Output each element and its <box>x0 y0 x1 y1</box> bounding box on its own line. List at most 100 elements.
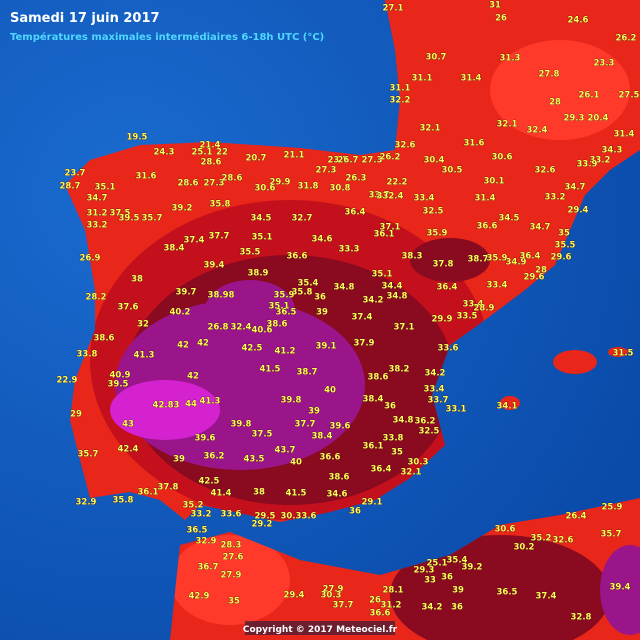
station-temperature: 34.6 <box>327 490 348 500</box>
station-temperature: 31.2 <box>381 601 402 611</box>
station-temperature: 33.3 <box>339 245 360 255</box>
station-labels: 27.1 31 26 24.6 26.2 30.7 31.3 23.3 27.8 31.1 31.4… <box>56 0 640 623</box>
station-temperature: 39.7 <box>176 288 197 298</box>
station-temperature: 28.9 <box>474 304 495 314</box>
station-temperature: 26.4 <box>566 512 587 522</box>
station-temperature: 36.4 <box>437 283 458 293</box>
station-temperature: 38.6 <box>368 373 389 383</box>
station-temperature: 32.7 <box>292 214 313 224</box>
station-temperature: 42.4 <box>118 445 139 455</box>
map-subtitle: Températures maximales intermédiaires 6-… <box>10 31 324 43</box>
station-temperature: 27.9 <box>221 571 242 581</box>
station-temperature: 36.2 <box>415 417 436 427</box>
station-temperature: 26.2 <box>616 34 637 44</box>
station-temperature: 30.8 <box>330 184 351 194</box>
station-temperature: 33.8 <box>383 434 404 444</box>
station-temperature: 35 <box>558 229 570 239</box>
station-temperature: 30.6 <box>255 184 276 194</box>
station-temperature: 29.2 <box>252 520 273 530</box>
station-temperature: 32.4 <box>527 126 548 136</box>
station-temperature: 36 <box>384 402 396 412</box>
station-temperature: 36.4 <box>371 465 392 475</box>
station-temperature: 30.3 <box>408 458 429 468</box>
station-temperature: 40.6 <box>252 326 273 336</box>
station-temperature: 43 <box>122 420 134 430</box>
station-temperature: 25.9 <box>602 503 623 513</box>
station-temperature: 36.4 <box>520 252 541 262</box>
station-temperature: 27.3 <box>316 166 337 176</box>
station-temperature: 32.9 <box>76 498 97 508</box>
station-temperature: 32.6 <box>535 166 556 176</box>
station-temperature: 35.5 <box>555 241 576 251</box>
station-temperature: 38.6 <box>329 473 350 483</box>
islands <box>500 347 628 410</box>
station-temperature: 39.2 <box>462 563 483 573</box>
station-temperature: 29.4 <box>284 591 305 601</box>
station-temperature: 27.5 <box>619 91 640 101</box>
station-temperature: 19.5 <box>127 133 148 143</box>
station-temperature: 38.4 <box>164 244 185 254</box>
station-temperature: 31.6 <box>136 172 157 182</box>
station-temperature: 42 <box>187 372 199 382</box>
station-temperature: 38.4 <box>363 395 384 405</box>
station-temperature: 32.8 <box>571 613 592 623</box>
station-temperature: 35.4 <box>298 279 319 289</box>
station-temperature: 39 <box>452 586 464 596</box>
island <box>553 350 597 374</box>
station-temperature: 33.4 <box>424 385 445 395</box>
station-temperature: 33.7 <box>428 396 449 406</box>
station-temperature: 37.4 <box>184 236 205 246</box>
station-temperature: 28.6 <box>201 158 222 168</box>
station-temperature: 36 <box>314 293 326 303</box>
station-temperature: 37.5 <box>252 430 273 440</box>
station-temperature: 22.2 <box>387 178 408 188</box>
station-temperature: 33.8 <box>77 350 98 360</box>
station-temperature: 38.98 <box>208 291 235 301</box>
station-temperature: 30.6 <box>495 525 516 535</box>
station-temperature: 30.2 <box>514 543 535 553</box>
station-temperature: 34.2 <box>422 603 443 613</box>
station-temperature: 35.1 <box>252 233 273 243</box>
station-temperature: 30.3 <box>281 512 302 522</box>
map-title: Samedi 17 juin 2017 <box>10 11 160 26</box>
station-temperature: 34.8 <box>387 292 408 302</box>
station-temperature: 37.5 <box>110 209 131 219</box>
station-temperature: 35.2 <box>531 534 552 544</box>
hot-zone <box>410 238 490 282</box>
station-temperature: 28.7 <box>60 182 81 192</box>
station-temperature: 34.4 <box>382 282 403 292</box>
station-temperature: 42 <box>197 339 209 349</box>
station-temperature: 34.7 <box>565 183 586 193</box>
station-temperature: 26.1 <box>579 91 600 101</box>
station-temperature: 28.3 <box>221 541 242 551</box>
station-temperature: 26.7 <box>338 156 359 166</box>
station-temperature: 32.5 <box>423 207 444 217</box>
station-temperature: 29 <box>70 410 82 420</box>
station-temperature: 30.5 <box>442 166 463 176</box>
station-temperature: 31.4 <box>461 74 482 84</box>
station-temperature: 35.8 <box>210 200 231 210</box>
station-temperature: 33.2 <box>191 510 212 520</box>
station-temperature: 39.8 <box>231 420 252 430</box>
station-temperature: 26 <box>369 596 381 606</box>
station-temperature: 34.7 <box>87 194 108 204</box>
station-temperature: 38.4 <box>312 432 333 442</box>
station-temperature: 35.9 <box>487 254 508 264</box>
station-temperature: 27.6 <box>223 553 244 563</box>
station-temperature: 34.6 <box>312 235 333 245</box>
station-temperature: 37.6 <box>118 303 139 313</box>
station-temperature: 37.8 <box>433 260 454 270</box>
station-temperature: 34.2 <box>425 369 446 379</box>
station-temperature: 22 <box>216 148 228 158</box>
station-temperature: 40.2 <box>170 308 191 318</box>
station-temperature: 35.9 <box>274 291 295 301</box>
station-temperature: 20.4 <box>588 114 609 124</box>
station-temperature: 23.7 <box>65 169 86 179</box>
station-temperature: 34.7 <box>530 223 551 233</box>
station-temperature: 34.8 <box>393 416 414 426</box>
station-temperature: 31.6 <box>464 139 485 149</box>
station-temperature: 39 <box>173 455 185 465</box>
station-temperature: 38.7 <box>297 368 318 378</box>
station-temperature: 29.1 <box>362 498 383 508</box>
station-temperature: 39.1 <box>316 342 337 352</box>
